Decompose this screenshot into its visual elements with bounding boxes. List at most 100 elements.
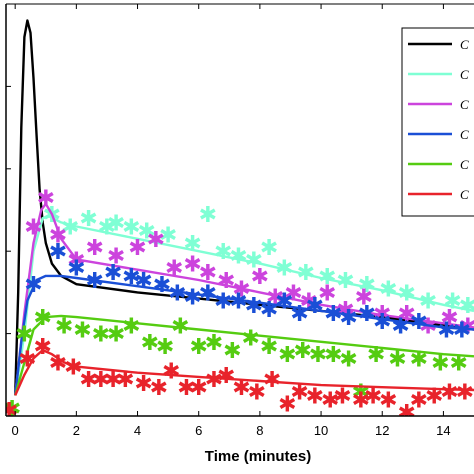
series-4-point: ✱: [339, 306, 357, 331]
legend-label: C: [460, 67, 469, 82]
x-axis-title: Time (minutes): [205, 448, 311, 465]
series-5-point: ✱: [293, 339, 311, 364]
series-4-point: ✱: [275, 290, 293, 315]
series-6-point: ✱: [333, 384, 351, 409]
series-4-point: ✱: [391, 314, 409, 339]
series-6-point: ✱: [150, 376, 168, 401]
series-3-point: ✱: [355, 286, 373, 311]
series-2-point: ✱: [358, 273, 376, 298]
legend-label: C: [460, 127, 469, 142]
series-3-point: ✱: [165, 257, 183, 282]
series-6-point: ✱: [162, 360, 180, 385]
x-tick-label: 4: [134, 423, 141, 438]
series-5-point: ✱: [309, 343, 327, 368]
series-4-line: [14, 274, 474, 396]
series-3-point: ✱: [440, 306, 458, 331]
series-5-point: ✱: [33, 306, 51, 331]
series-2-point: ✱: [183, 232, 201, 257]
series-2-point: ✱: [297, 261, 315, 286]
plot-area: ✱ ✱ ✱ ✱✱✱✱ ✱ ✱✱✱✱✱✱✱ ✱ ✱ ✱ ✱ ✱ ✱ ✱ ✱✱✱✱✱✱ ✱ ✱ ✱ ✱✱ ✱✱ ✱✱ ✱✱ ✱…: [6, 19, 474, 426]
x-tick-label: 12: [375, 423, 389, 438]
series-4-point: ✱: [85, 269, 103, 294]
series-4-point: ✱: [134, 269, 152, 294]
x-tick-label: 0: [12, 423, 19, 438]
series-6-point: ✱: [92, 368, 110, 393]
series-4-point: ✱: [373, 310, 391, 335]
series-3-point: ✱: [128, 236, 146, 261]
series-5-point: ✱: [92, 323, 110, 348]
series-5-point: ✱: [339, 347, 357, 372]
series-4: ✱✱✱ ✱ ✱ ✱✱ ✱✱✱✱✱✱✱✱✱✱✱ ✱✱ ✱✱ ✱ ✱ ✱✱: [14, 240, 474, 396]
series-6-line: [14, 348, 474, 396]
series-2-point: ✱: [260, 236, 278, 261]
series-5-point: ✱: [223, 339, 241, 364]
series-5-point: ✱: [15, 323, 33, 348]
series-2-point: ✱: [61, 216, 79, 241]
series-6-point: ✱: [134, 372, 152, 397]
series-6-point: ✱: [248, 380, 266, 405]
series-6-point: ✱: [205, 368, 223, 393]
series-3-point: ✱: [67, 248, 85, 273]
series-6-point: ✱: [352, 389, 370, 414]
series-6-point: ✱: [456, 380, 474, 405]
x-tick-label: 6: [195, 423, 202, 438]
series-2-point: ✱: [122, 216, 140, 241]
series-5-point: ✱: [260, 335, 278, 360]
x-tick-label: 14: [436, 423, 450, 438]
series-5-point: ✱: [122, 314, 140, 339]
series-3-point: ✱: [419, 314, 437, 339]
series-5-point: ✱: [388, 347, 406, 372]
series-5-point: ✱: [431, 351, 449, 376]
series-2-point: ✱: [245, 248, 263, 273]
series-3-point: ✱: [336, 298, 354, 323]
series-4-point: ✱: [153, 273, 171, 298]
series-6-point: ✱: [364, 384, 382, 409]
series-4-point: ✱: [24, 273, 42, 298]
x-tick-label: 8: [256, 423, 263, 438]
series-4-point: ✱: [67, 257, 85, 282]
series-2-point: ✱: [275, 257, 293, 282]
series-2-point: ✱: [379, 277, 397, 302]
series-5-line: [14, 314, 474, 396]
series-4-point: ✱: [437, 319, 455, 344]
series-6-point: ✱: [49, 351, 67, 376]
series-5-point: ✱: [367, 343, 385, 368]
series-6-point: ✱: [379, 389, 397, 414]
legend-box: [401, 27, 474, 217]
series-4-point: ✱: [122, 265, 140, 290]
series-2-point: ✱: [79, 207, 97, 232]
series-6-point: ✱: [33, 335, 51, 360]
series-3-line: [14, 202, 474, 396]
series-3-point: ✱: [107, 244, 125, 269]
series-4-point: ✱: [260, 298, 278, 323]
series-2-point: ✱: [443, 290, 461, 315]
series-4-point: ✱: [168, 281, 186, 306]
series-6-point: ✱: [18, 347, 36, 372]
series-2-point: ✱: [214, 240, 232, 265]
series-6-point: ✱: [397, 401, 415, 426]
series-4-point: ✱: [245, 294, 263, 319]
series-3-point: ✱: [459, 314, 474, 339]
series-3-point: ✱: [232, 277, 250, 302]
series-6-point: ✱: [306, 384, 324, 409]
series-3-point: ✱: [49, 224, 67, 249]
series-4-point: ✱: [49, 240, 67, 265]
series-6-point: ✱: [263, 368, 281, 393]
legend-label: C: [460, 187, 469, 202]
series-6-point: ✱: [410, 389, 428, 414]
series-6-point: ✱: [440, 380, 458, 405]
series-4-point: ✱: [324, 302, 342, 327]
series-5-point: ✱: [73, 319, 91, 344]
series-6-point: ✱: [278, 393, 296, 418]
series-4-point: ✱: [199, 281, 217, 306]
series-5-point: ✱: [156, 335, 174, 360]
series-5-point: ✱: [107, 323, 125, 348]
series-6-point: ✱: [116, 368, 134, 393]
series-4-point: ✱: [104, 261, 122, 286]
series-5-point: ✱: [449, 351, 467, 376]
series-2-line: [14, 215, 474, 396]
series-2-point: ✱: [459, 294, 474, 319]
